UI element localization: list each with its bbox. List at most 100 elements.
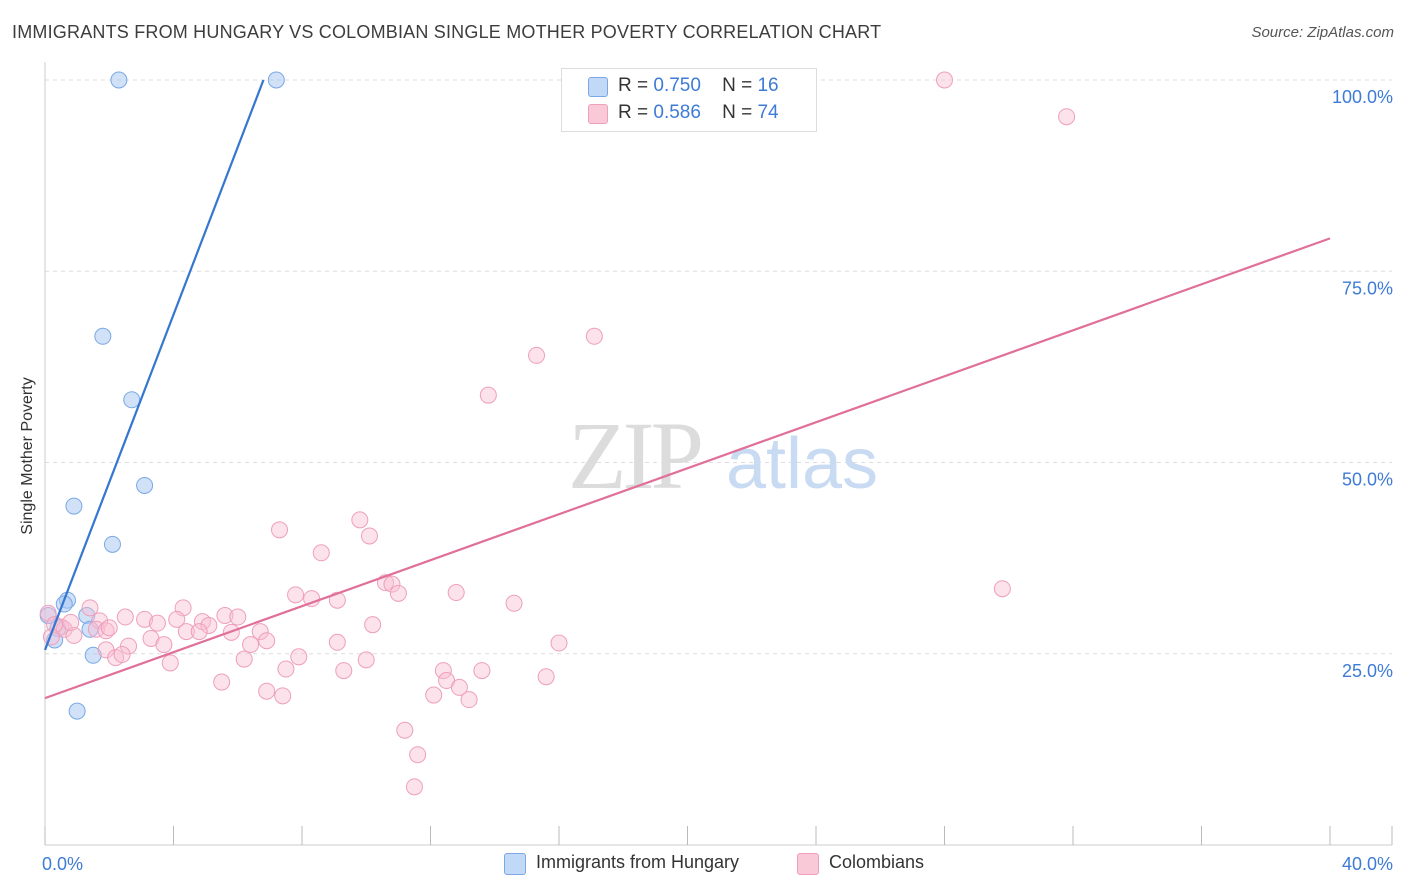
series-colombians-points bbox=[39, 71, 1076, 796]
colombians-point bbox=[120, 637, 138, 655]
chart-title: IMMIGRANTS FROM HUNGARY VS COLOMBIAN SIN… bbox=[12, 22, 882, 42]
colombians-point bbox=[993, 580, 1011, 598]
colombians-point bbox=[550, 634, 568, 652]
colombians-point bbox=[190, 623, 208, 641]
colombians-point bbox=[505, 594, 523, 612]
hungary-trend-line bbox=[43, 79, 265, 651]
colombians-trend-line bbox=[44, 237, 1331, 700]
hungary-point bbox=[136, 476, 154, 494]
hungary-point bbox=[94, 327, 112, 345]
legend-r-value-hungary: 0.750 bbox=[653, 75, 701, 96]
hungary-point bbox=[68, 702, 86, 720]
legend-r-label: R = bbox=[618, 102, 649, 123]
colombians-point bbox=[360, 527, 378, 545]
colombians-point bbox=[537, 668, 555, 686]
y-tick-labels: 25.0% 50.0% 75.0% 100.0% bbox=[1332, 87, 1393, 681]
colombians-point bbox=[936, 71, 953, 89]
colombians-point bbox=[113, 646, 131, 664]
source-label: Source: ZipAtlas.com bbox=[1251, 24, 1394, 41]
colombians-point bbox=[277, 660, 295, 678]
colombians-point bbox=[447, 584, 465, 602]
colombians-point bbox=[177, 623, 195, 641]
colombians-point bbox=[136, 610, 154, 628]
colombians-point bbox=[229, 608, 247, 626]
colombians-point bbox=[312, 544, 330, 562]
hungary-point bbox=[267, 71, 285, 89]
bottom-legend-swatch-hungary bbox=[504, 853, 526, 875]
colombians-point bbox=[357, 651, 375, 669]
colombians-point bbox=[425, 686, 443, 704]
colombians-point bbox=[213, 673, 231, 691]
legend-r-value-colombians: 0.586 bbox=[653, 102, 701, 123]
colombians-point bbox=[528, 346, 546, 364]
colombians-point bbox=[155, 636, 173, 654]
colombians-point bbox=[258, 632, 276, 650]
colombians-point bbox=[389, 584, 407, 602]
legend-n-label: N = bbox=[722, 102, 753, 123]
colombians-point bbox=[450, 678, 468, 696]
colombians-point bbox=[328, 591, 346, 609]
colombians-point bbox=[383, 575, 401, 593]
colombians-point bbox=[274, 687, 292, 705]
colombians-point bbox=[585, 327, 603, 345]
bottom-legend-swatch-colombians bbox=[797, 853, 819, 875]
colombians-point bbox=[216, 607, 234, 624]
legend-n-value-colombians: 74 bbox=[757, 102, 779, 123]
colombians-point bbox=[290, 648, 308, 666]
y-tick-label: 25.0% bbox=[1342, 661, 1393, 681]
colombians-point bbox=[100, 619, 118, 637]
trend-lines bbox=[43, 79, 1331, 700]
colombians-point bbox=[351, 511, 369, 529]
colombians-point bbox=[168, 610, 186, 628]
colombians-point bbox=[460, 691, 478, 709]
colombians-point bbox=[479, 386, 497, 404]
colombians-point bbox=[242, 636, 260, 654]
colombians-point bbox=[303, 590, 321, 608]
colombians-point bbox=[62, 613, 80, 631]
y-tick-label: 75.0% bbox=[1342, 278, 1393, 298]
hungary-point bbox=[103, 535, 121, 553]
colombians-point bbox=[271, 521, 289, 539]
colombians-point bbox=[97, 622, 115, 640]
colombians-point bbox=[364, 616, 382, 634]
watermark-zip: ZIP bbox=[568, 402, 701, 509]
colombians-point bbox=[409, 746, 427, 764]
colombians-point bbox=[473, 662, 491, 680]
colombians-point bbox=[161, 654, 179, 672]
colombians-point bbox=[258, 682, 276, 700]
legend-swatch-colombians bbox=[588, 104, 608, 124]
colombians-point bbox=[200, 616, 218, 634]
colombians-point bbox=[116, 608, 134, 626]
legend-n-label: N = bbox=[722, 75, 753, 96]
watermark-atlas: atlas bbox=[726, 424, 878, 504]
colombians-point bbox=[1058, 108, 1076, 126]
colombians-point bbox=[81, 599, 99, 617]
colombians-point bbox=[396, 721, 414, 739]
y-tick-label: 50.0% bbox=[1342, 470, 1393, 490]
bottom-legend-label-colombians: Colombians bbox=[829, 852, 925, 872]
colombians-point bbox=[148, 614, 166, 632]
colombians-point bbox=[335, 662, 353, 680]
colombians-point bbox=[235, 650, 253, 668]
gridlines bbox=[45, 79, 1392, 655]
legend-swatch-hungary bbox=[588, 77, 608, 97]
y-tick-label: 100.0% bbox=[1332, 87, 1393, 107]
colombians-point bbox=[251, 623, 269, 641]
hungary-point bbox=[110, 71, 128, 89]
axes bbox=[44, 62, 1393, 846]
hungary-point bbox=[123, 391, 141, 409]
colombians-point bbox=[328, 633, 346, 651]
x-tick-labels: 0.0% 40.0% bbox=[42, 854, 1393, 874]
colombians-point bbox=[65, 626, 83, 644]
x-tick-label: 40.0% bbox=[1342, 854, 1393, 874]
legend-n-value-hungary: 16 bbox=[757, 75, 779, 96]
colombians-point bbox=[434, 662, 452, 680]
legend-r-label: R = bbox=[618, 75, 649, 96]
hungary-point bbox=[84, 646, 102, 664]
colombians-point bbox=[405, 778, 423, 796]
bottom-legend-label-hungary: Immigrants from Hungary bbox=[536, 852, 740, 872]
colombians-point bbox=[55, 620, 73, 638]
stats-legend: R = 0.750 N = 16 R = 0.586 N = 74 bbox=[561, 68, 817, 132]
hungary-point bbox=[65, 497, 83, 515]
